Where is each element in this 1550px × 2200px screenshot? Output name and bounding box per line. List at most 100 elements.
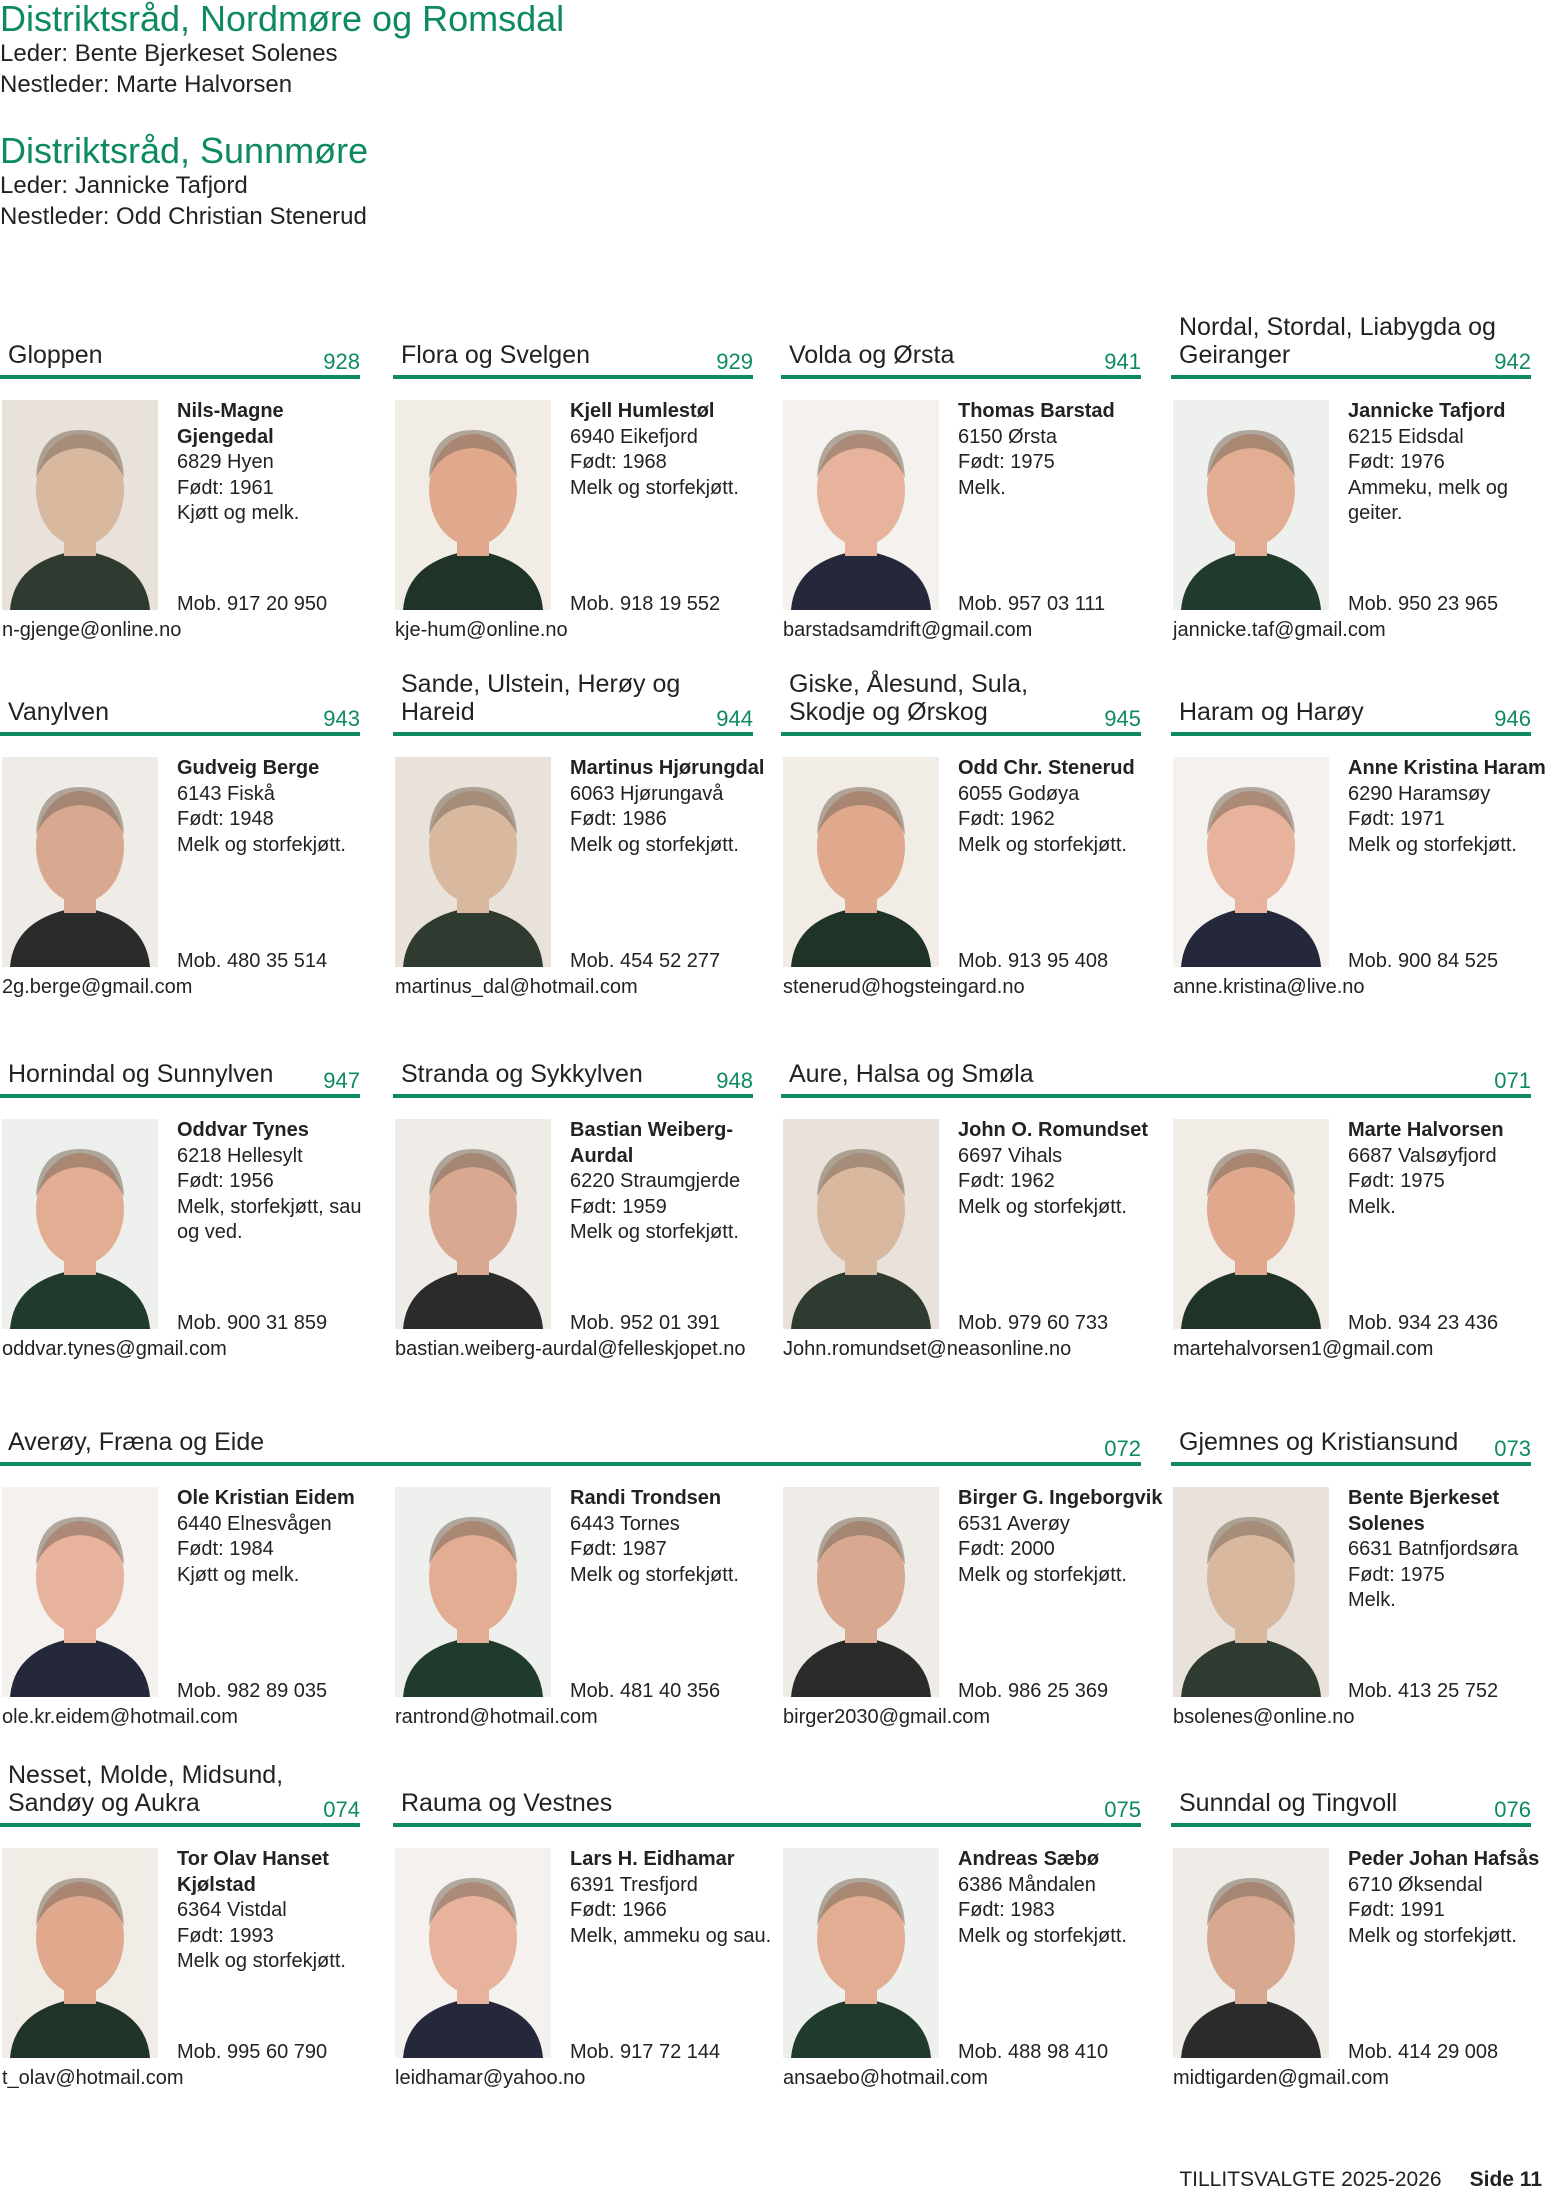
representative-address: 6218 Hellesylt (177, 1144, 303, 1167)
section-title: Sande, Ulstein, Herøy og Hareid (401, 670, 681, 726)
district-deputy: Nestleder: Marte Halvorsen (0, 71, 293, 98)
representative-email[interactable]: ole.kr.eidem@hotmail.com (2, 1706, 238, 1728)
representative-production: Kjøtt og melk. (177, 1563, 300, 1586)
person-silhouette-icon (395, 1848, 551, 2058)
representative-birth-year: Født: 1975 (958, 451, 1055, 473)
person-silhouette-icon (783, 1119, 939, 1329)
district-section: Gjemnes og Kristiansund 073 (1171, 1396, 1531, 1466)
representative-email[interactable]: bsolenes@online.no (1173, 1706, 1355, 1728)
representative-name: Nils-Magne Gjengedal (177, 400, 284, 448)
representative-email[interactable]: anne.kristina@live.no (1173, 976, 1365, 998)
section-title: Aure, Halsa og Smøla (789, 1060, 1034, 1088)
person-silhouette-icon (783, 757, 939, 967)
representative-card: Nils-Magne Gjengedal 6829 Hyen Født: 1961 K… (0, 383, 358, 653)
representative-info: Odd Chr. Stenerud 6055 Godøya Født: 1962 Me… (958, 756, 1163, 858)
representative-production: Melk og storfekjøtt. (958, 1924, 1127, 1947)
representative-address: 6829 Hyen (177, 451, 274, 473)
representative-email[interactable]: 2g.berge@gmail.com (2, 976, 193, 998)
representative-name: Bente Bjerkeset Solenes (1348, 1487, 1500, 1535)
representative-card: Marte Halvorsen 6687 Valsøyfjord Født: 197… (1171, 1102, 1529, 1372)
representative-info: Bastian Weiberg-Aurdal 6220 Straumgjerde F… (570, 1118, 775, 1246)
representative-name: Randi Trondsen (570, 1487, 722, 1509)
representative-production: Melk og storfekjøtt. (570, 476, 739, 499)
representative-production: Melk. (1348, 1195, 1396, 1218)
district-section: Nordal, Stordal, Liabygda og Geiranger 94… (1171, 309, 1531, 379)
section-code: 929 (716, 349, 753, 374)
portrait-photo (2, 1119, 158, 1329)
portrait-photo (1173, 1848, 1329, 2058)
section-title: Vanylven (8, 698, 109, 726)
representative-email[interactable]: stenerud@hogsteingard.no (783, 976, 1025, 998)
representative-email[interactable]: jannicke.taf@gmail.com (1173, 619, 1386, 641)
representative-name: Jannicke Tafjord (1348, 400, 1506, 422)
district-section: Volda og Ørsta 941 (781, 309, 1141, 379)
representative-address: 6391 Tresfjord (570, 1873, 698, 1896)
representative-birth-year: Født: 1968 (570, 451, 667, 473)
section-code: 942 (1494, 349, 1531, 374)
representative-address: 6055 Godøya (958, 782, 1080, 805)
representative-production: Melk, storfekjøtt, sau og ved. (177, 1195, 362, 1244)
representative-birth-year: Født: 1966 (570, 1899, 667, 1921)
representative-email[interactable]: rantrond@hotmail.com (395, 1706, 598, 1728)
district-section: Stranda og Sykkylven 948 (393, 1028, 753, 1098)
representative-mobile: Mob. 480 35 514 (177, 950, 328, 972)
representative-mobile: Mob. 414 29 008 (1348, 2041, 1499, 2063)
page-number: Side 11 (1469, 2168, 1542, 2191)
person-silhouette-icon (395, 400, 551, 610)
representative-email[interactable]: martinus_dal@hotmail.com (395, 976, 638, 998)
section-header: Volda og Ørsta 941 (781, 305, 1141, 379)
representative-info: Randi Trondsen 6443 Tornes Født: 1987 Melk … (570, 1486, 775, 1588)
portrait-photo (395, 757, 551, 967)
district-section: Giske, Ålesund, Sula, Skodje og Ørskog 94… (781, 666, 1141, 736)
representative-mobile: Mob. 413 25 752 (1348, 1680, 1499, 1702)
representative-email[interactable]: t_olav@hotmail.com (2, 2067, 184, 2089)
person-silhouette-icon (395, 1119, 551, 1329)
representative-info: Thomas Barstad 6150 Ørsta Født: 1975 Melk. (958, 399, 1163, 501)
section-code: 075 (1104, 1797, 1141, 1822)
representative-mobile: Mob. 979 60 733 (958, 1312, 1109, 1334)
representative-production: Melk og storfekjøtt. (570, 1563, 739, 1586)
representative-production: Melk og storfekjøtt. (570, 833, 739, 856)
portrait-photo (1173, 1487, 1329, 1697)
representative-name: Peder Johan Hafsås (1348, 1848, 1540, 1870)
representative-production: Melk og storfekjøtt. (570, 1221, 739, 1243)
representative-mobile: Mob. 982 89 035 (177, 1680, 328, 1702)
district-section: Vanylven 943 (0, 666, 360, 736)
representative-production: Melk og storfekjøtt. (1348, 1924, 1517, 1947)
section-header: Stranda og Sykkylven 948 (393, 1024, 753, 1098)
representative-birth-year: Født: 1956 (177, 1170, 274, 1192)
portrait-photo (2, 400, 158, 610)
district-section: Sande, Ulstein, Herøy og Hareid 944 (393, 666, 753, 736)
portrait-photo (783, 1848, 939, 2058)
person-silhouette-icon (395, 757, 551, 967)
representative-email[interactable]: oddvar.tynes@gmail.com (2, 1338, 227, 1360)
representative-email[interactable]: leidhamar@yahoo.no (395, 2067, 586, 2089)
representative-card: Bente Bjerkeset Solenes 6631 Batnfjordsør… (1171, 1470, 1529, 1740)
portrait-photo (1173, 1119, 1329, 1329)
representative-info: John O. Romundset 6697 Vihals Født: 1962 Me… (958, 1118, 1163, 1220)
district-council-sunnmore: Distriktsråd, Sunnmøre Leder: Jannicke T… (0, 132, 368, 232)
portrait-photo (783, 400, 939, 610)
representative-info: Nils-Magne Gjengedal 6829 Hyen Født: 1961 K… (177, 399, 382, 527)
representative-card: Andreas Sæbø 6386 Måndalen Født: 1983 Melk … (781, 1831, 1139, 2101)
representative-address: 6697 Vihals (958, 1144, 1063, 1167)
section-header: Gjemnes og Kristiansund 073 (1171, 1392, 1531, 1466)
representative-email[interactable]: birger2030@gmail.com (783, 1706, 991, 1728)
representative-email[interactable]: martehalvorsen1@gmail.com (1173, 1338, 1434, 1360)
representative-birth-year: Født: 1961 (177, 476, 274, 499)
representative-birth-year: Født: 1971 (1348, 808, 1445, 830)
representative-info: Marte Halvorsen 6687 Valsøyfjord Født: 197… (1348, 1118, 1550, 1220)
representative-info: Ole Kristian Eidem 6440 Elnesvågen Født: 1… (177, 1486, 382, 1588)
representative-birth-year: Født: 1987 (570, 1538, 667, 1560)
representative-email[interactable]: John.romundset@neasonline.no (783, 1338, 1072, 1360)
representative-card: Martinus Hjørungdal 6063 Hjørungavå Født: … (393, 740, 764, 1010)
representative-email[interactable]: ansaebo@hotmail.com (783, 2067, 988, 2089)
representative-email[interactable]: bastian.weiberg-aurdal@felleskjopet.no (395, 1338, 746, 1360)
person-silhouette-icon (1173, 1487, 1329, 1697)
representative-email[interactable]: kje-hum@online.no (395, 619, 568, 641)
representative-mobile: Mob. 918 19 552 (570, 593, 721, 615)
district-title: Distriktsråd, Sunnmøre (0, 130, 369, 171)
representative-email[interactable]: barstadsamdrift@gmail.com (783, 619, 1033, 641)
representative-email[interactable]: n-gjenge@online.no (2, 619, 182, 641)
representative-email[interactable]: midtigarden@gmail.com (1173, 2067, 1389, 2089)
